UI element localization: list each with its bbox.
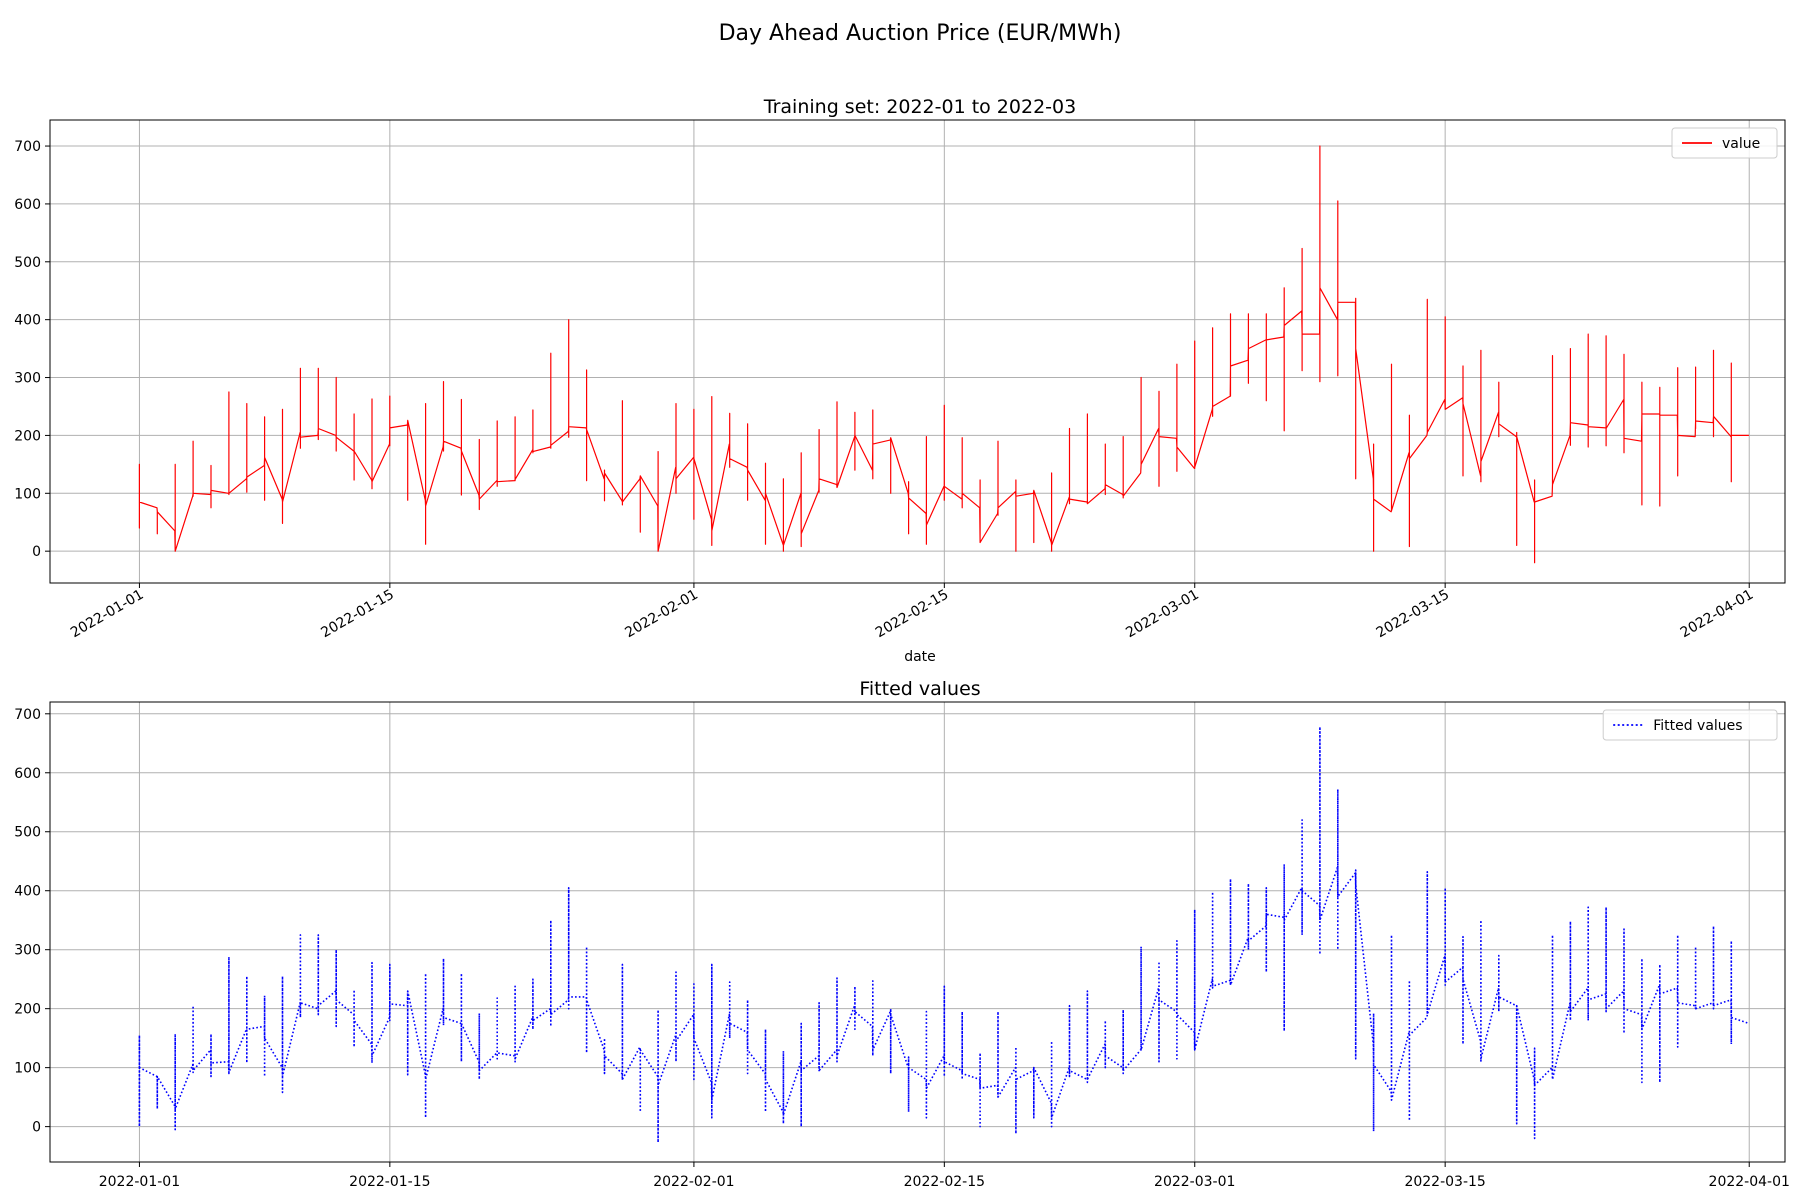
plot-area [50, 120, 1785, 583]
x-tick-label: 2022-01-15 [349, 1174, 430, 1190]
y-tick-label: 100 [14, 486, 41, 502]
y-tick-label: 400 [14, 884, 41, 900]
legend-box [1602, 709, 1778, 741]
chart-training-set: Training set: 2022-01 to 2022-03 date 0 1… [14, 96, 1786, 665]
y-tick-label: 0 [32, 1120, 41, 1136]
chart-fitted-values: Fitted values 0 100 200 300 400 500 600 700 2022… [14, 678, 1790, 1190]
legend: Fitted values [1602, 709, 1778, 741]
y-tick-label: 500 [14, 255, 41, 271]
figure-suptitle: Day Ahead Auction Price (EUR/MWh) [719, 21, 1122, 46]
y-tick-label: 600 [14, 766, 41, 782]
y-tick-label: 600 [14, 197, 41, 213]
x-tick-label: 2022-01-01 [99, 1174, 180, 1190]
y-tick-label: 300 [14, 371, 41, 387]
x-tick-label: 2022-02-15 [904, 1174, 985, 1190]
legend-box [1671, 127, 1778, 159]
series-fitted-values [138, 726, 1750, 1144]
series-line [138, 145, 1749, 564]
axes-frame [49, 701, 1786, 1163]
y-tick-label: 400 [14, 313, 41, 329]
x-tick-label: 2022-02-01 [653, 1174, 734, 1190]
legend-label: Fitted values [1653, 718, 1742, 734]
plot-area [50, 702, 1785, 1162]
y-tick-label: 100 [14, 1061, 41, 1077]
legend: value [1671, 127, 1778, 159]
x-tick-label: 2022-03-15 [1404, 1174, 1485, 1190]
y-axis: 0 100 200 300 400 500 600 700 [14, 707, 50, 1136]
y-tick-label: 200 [14, 428, 41, 444]
series-value [138, 145, 1749, 564]
chart-title: Training set: 2022-01 to 2022-03 [763, 96, 1076, 118]
series-line [138, 726, 1750, 1144]
chart-title: Fitted values [859, 678, 980, 700]
x-axis: 2022-01-01 2022-01-15 2022-02-01 2022-02-15… [99, 1162, 1790, 1190]
y-axis: 0 100 200 300 400 500 600 700 [14, 139, 50, 560]
x-axis-label: date [904, 649, 936, 665]
y-tick-label: 300 [14, 943, 41, 959]
axes-frame [49, 119, 1786, 584]
legend-label: value [1722, 136, 1760, 152]
grid [50, 120, 1785, 583]
y-tick-label: 0 [32, 544, 41, 560]
y-tick-label: 700 [14, 707, 41, 723]
y-tick-label: 700 [14, 139, 41, 155]
y-tick-label: 200 [14, 1002, 41, 1018]
y-tick-label: 500 [14, 825, 41, 841]
x-tick-label: 2022-03-01 [1154, 1174, 1235, 1190]
x-tick-label: 2022-04-01 [1709, 1174, 1790, 1190]
